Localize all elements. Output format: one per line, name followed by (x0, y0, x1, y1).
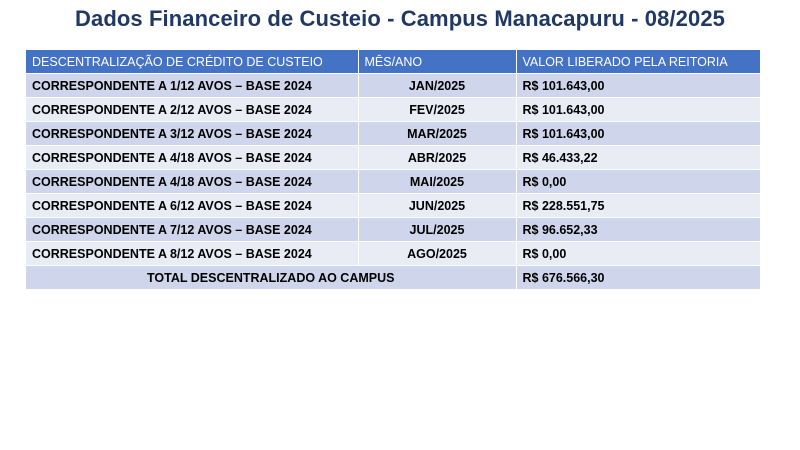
row-month: JAN/2025 (358, 73, 517, 98)
header-month: MÊS/ANO (358, 50, 517, 74)
table-row: CORRESPONDENTE A 6/12 AVOS – BASE 2024 J… (26, 193, 761, 218)
total-row: TOTAL DESCENTRALIZADO AO CAMPUS R$ 676.5… (26, 265, 761, 290)
row-description: CORRESPONDENTE A 3/12 AVOS – BASE 2024 (26, 121, 359, 146)
row-description: CORRESPONDENTE A 6/12 AVOS – BASE 2024 (26, 193, 359, 218)
header-description: DESCENTRALIZAÇÃO DE CRÉDITO DE CUSTEIO (26, 50, 359, 74)
row-month: MAR/2025 (358, 121, 517, 146)
page-title: Dados Financeiro de Custeio - Campus Man… (75, 6, 725, 31)
row-description: CORRESPONDENTE A 8/12 AVOS – BASE 2024 (26, 241, 359, 266)
header-value: VALOR LIBERADO PELA REITORIA (516, 50, 761, 74)
row-month: MAI/2025 (358, 169, 517, 194)
row-description: CORRESPONDENTE A 4/18 AVOS – BASE 2024 (26, 169, 359, 194)
table-row: CORRESPONDENTE A 2/12 AVOS – BASE 2024 F… (26, 97, 761, 122)
total-value: R$ 676.566,30 (516, 265, 761, 290)
row-value: R$ 96.652,33 (516, 217, 761, 242)
row-value: R$ 101.643,00 (516, 97, 761, 122)
total-label: TOTAL DESCENTRALIZADO AO CAMPUS (26, 265, 517, 290)
row-value: R$ 101.643,00 (516, 121, 761, 146)
row-description: CORRESPONDENTE A 1/12 AVOS – BASE 2024 (26, 73, 359, 98)
table-row: CORRESPONDENTE A 8/12 AVOS – BASE 2024 A… (26, 241, 761, 266)
row-value: R$ 101.643,00 (516, 73, 761, 98)
row-month: ABR/2025 (358, 145, 517, 170)
row-value: R$ 228.551,75 (516, 193, 761, 218)
row-month: JUL/2025 (358, 217, 517, 242)
row-value: R$ 46.433,22 (516, 145, 761, 170)
row-description: CORRESPONDENTE A 7/12 AVOS – BASE 2024 (26, 217, 359, 242)
row-month: AGO/2025 (358, 241, 517, 266)
financial-table: DESCENTRALIZAÇÃO DE CRÉDITO DE CUSTEIO M… (26, 50, 761, 290)
row-value: R$ 0,00 (516, 241, 761, 266)
table-row: CORRESPONDENTE A 3/12 AVOS – BASE 2024 M… (26, 121, 761, 146)
row-month: JUN/2025 (358, 193, 517, 218)
row-month: FEV/2025 (358, 97, 517, 122)
row-description: CORRESPONDENTE A 2/12 AVOS – BASE 2024 (26, 97, 359, 122)
table-row: CORRESPONDENTE A 4/18 AVOS – BASE 2024 M… (26, 169, 761, 194)
row-description: CORRESPONDENTE A 4/18 AVOS – BASE 2024 (26, 145, 359, 170)
table-header-row: DESCENTRALIZAÇÃO DE CRÉDITO DE CUSTEIO M… (26, 50, 761, 74)
table-row: CORRESPONDENTE A 7/12 AVOS – BASE 2024 J… (26, 217, 761, 242)
row-value: R$ 0,00 (516, 169, 761, 194)
table-row: CORRESPONDENTE A 1/12 AVOS – BASE 2024 J… (26, 73, 761, 98)
table-row: CORRESPONDENTE A 4/18 AVOS – BASE 2024 A… (26, 145, 761, 170)
